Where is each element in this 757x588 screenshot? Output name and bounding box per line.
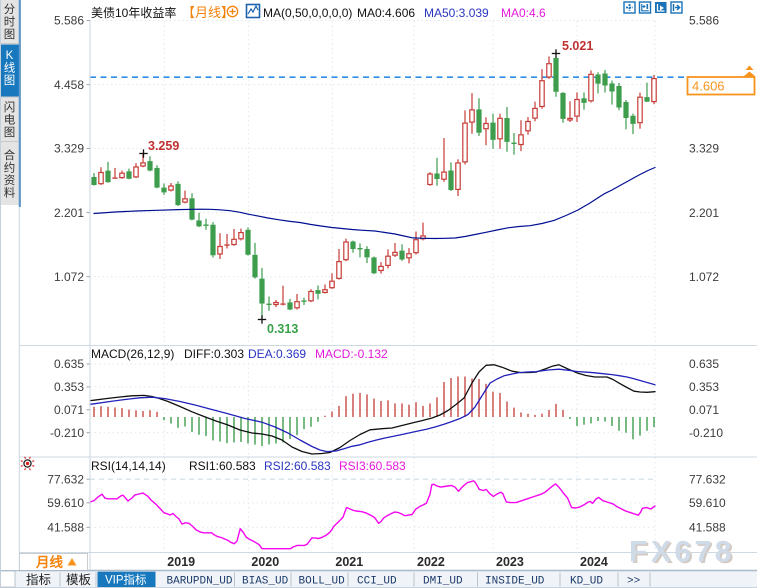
svg-text:59.610: 59.610 bbox=[689, 496, 726, 510]
svg-text:2.201: 2.201 bbox=[54, 206, 84, 220]
svg-text:BIAS_UD: BIAS_UD bbox=[242, 576, 289, 588]
svg-text:【月线】: 【月线】 bbox=[182, 5, 234, 20]
svg-text:MA0:4.606: MA0:4.606 bbox=[357, 6, 415, 20]
svg-text:3.329: 3.329 bbox=[54, 142, 84, 156]
svg-text:分: 分 bbox=[4, 3, 16, 16]
svg-text:图: 图 bbox=[4, 126, 16, 139]
svg-text:RSI(14,14,14): RSI(14,14,14) bbox=[91, 459, 166, 473]
svg-text:电: 电 bbox=[4, 114, 16, 127]
svg-text:-0.210: -0.210 bbox=[689, 426, 723, 440]
svg-text:图: 图 bbox=[4, 74, 16, 87]
svg-text:图: 图 bbox=[4, 28, 16, 41]
svg-text:KD_UD: KD_UD bbox=[570, 576, 603, 588]
svg-text:指标: 指标 bbox=[26, 572, 51, 587]
svg-text:41.588: 41.588 bbox=[689, 521, 726, 535]
svg-text:3.329: 3.329 bbox=[689, 142, 719, 156]
svg-text:MA0:4.6: MA0:4.6 bbox=[501, 6, 546, 20]
svg-text:0.635: 0.635 bbox=[54, 357, 84, 371]
svg-text:0.353: 0.353 bbox=[689, 380, 719, 394]
svg-text:>>: >> bbox=[627, 576, 640, 588]
svg-text:MACD(26,12,9): MACD(26,12,9) bbox=[91, 347, 174, 361]
svg-text:闪: 闪 bbox=[4, 100, 16, 114]
svg-text:2.201: 2.201 bbox=[689, 206, 719, 220]
svg-text:0.071: 0.071 bbox=[689, 403, 719, 417]
svg-text:BARUPDN_UD: BARUPDN_UD bbox=[167, 576, 233, 588]
svg-text:MA50:3.039: MA50:3.039 bbox=[424, 6, 489, 20]
svg-text:2019: 2019 bbox=[167, 555, 195, 569]
svg-text:DMI_UD: DMI_UD bbox=[423, 576, 463, 588]
svg-text:5.586: 5.586 bbox=[689, 14, 719, 28]
svg-text:77.632: 77.632 bbox=[689, 472, 726, 486]
svg-text:0.071: 0.071 bbox=[54, 403, 84, 417]
svg-text:1.072: 1.072 bbox=[689, 270, 719, 284]
svg-text:RSI3:60.583: RSI3:60.583 bbox=[339, 459, 406, 473]
svg-text:美债10年收益率: 美债10年收益率 bbox=[91, 5, 176, 20]
svg-text:4.606: 4.606 bbox=[692, 79, 725, 94]
svg-text:2020: 2020 bbox=[251, 555, 279, 569]
svg-text:2021: 2021 bbox=[335, 555, 363, 569]
svg-text:MACD:-0.132: MACD:-0.132 bbox=[315, 347, 388, 361]
svg-text:VIP指标: VIP指标 bbox=[105, 573, 147, 587]
svg-text:0.313: 0.313 bbox=[267, 322, 298, 336]
svg-text:4.458: 4.458 bbox=[54, 78, 84, 92]
svg-text:0.353: 0.353 bbox=[54, 380, 84, 394]
svg-text:MA(0,50,0,0,0,0): MA(0,50,0,0,0,0) bbox=[263, 6, 352, 20]
svg-text:1.072: 1.072 bbox=[54, 270, 84, 284]
svg-text:0.635: 0.635 bbox=[689, 357, 719, 371]
svg-text:-0.210: -0.210 bbox=[50, 426, 84, 440]
svg-text:59.610: 59.610 bbox=[47, 496, 84, 510]
svg-text:CCI_UD: CCI_UD bbox=[357, 576, 397, 588]
svg-text:合: 合 bbox=[4, 148, 16, 162]
svg-text:RSI2:60.583: RSI2:60.583 bbox=[264, 459, 331, 473]
svg-text:约: 约 bbox=[4, 161, 16, 175]
svg-text:FX678: FX678 bbox=[631, 537, 737, 570]
svg-text:线: 线 bbox=[4, 61, 16, 75]
svg-text:模板: 模板 bbox=[66, 573, 92, 587]
svg-text:料: 料 bbox=[4, 186, 16, 200]
svg-text:K: K bbox=[6, 50, 14, 62]
svg-text:RSI1:60.583: RSI1:60.583 bbox=[189, 459, 256, 473]
svg-text:BOLL_UD: BOLL_UD bbox=[299, 576, 346, 588]
svg-text:时: 时 bbox=[4, 16, 16, 29]
svg-text:资: 资 bbox=[4, 174, 16, 187]
svg-text:INSIDE_UD: INSIDE_UD bbox=[485, 576, 545, 588]
svg-text:DEA:0.369: DEA:0.369 bbox=[248, 347, 306, 361]
svg-text:月线: 月线 bbox=[35, 554, 63, 570]
svg-text:2024: 2024 bbox=[580, 555, 608, 569]
svg-text:5.021: 5.021 bbox=[562, 39, 593, 53]
svg-text:77.632: 77.632 bbox=[47, 472, 84, 486]
svg-text:DIFF:0.303: DIFF:0.303 bbox=[184, 347, 244, 361]
svg-text:2023: 2023 bbox=[496, 555, 524, 569]
svg-text:2022: 2022 bbox=[417, 555, 445, 569]
svg-text:3.259: 3.259 bbox=[148, 139, 179, 153]
svg-text:41.588: 41.588 bbox=[47, 521, 84, 535]
svg-text:5.586: 5.586 bbox=[54, 14, 84, 28]
